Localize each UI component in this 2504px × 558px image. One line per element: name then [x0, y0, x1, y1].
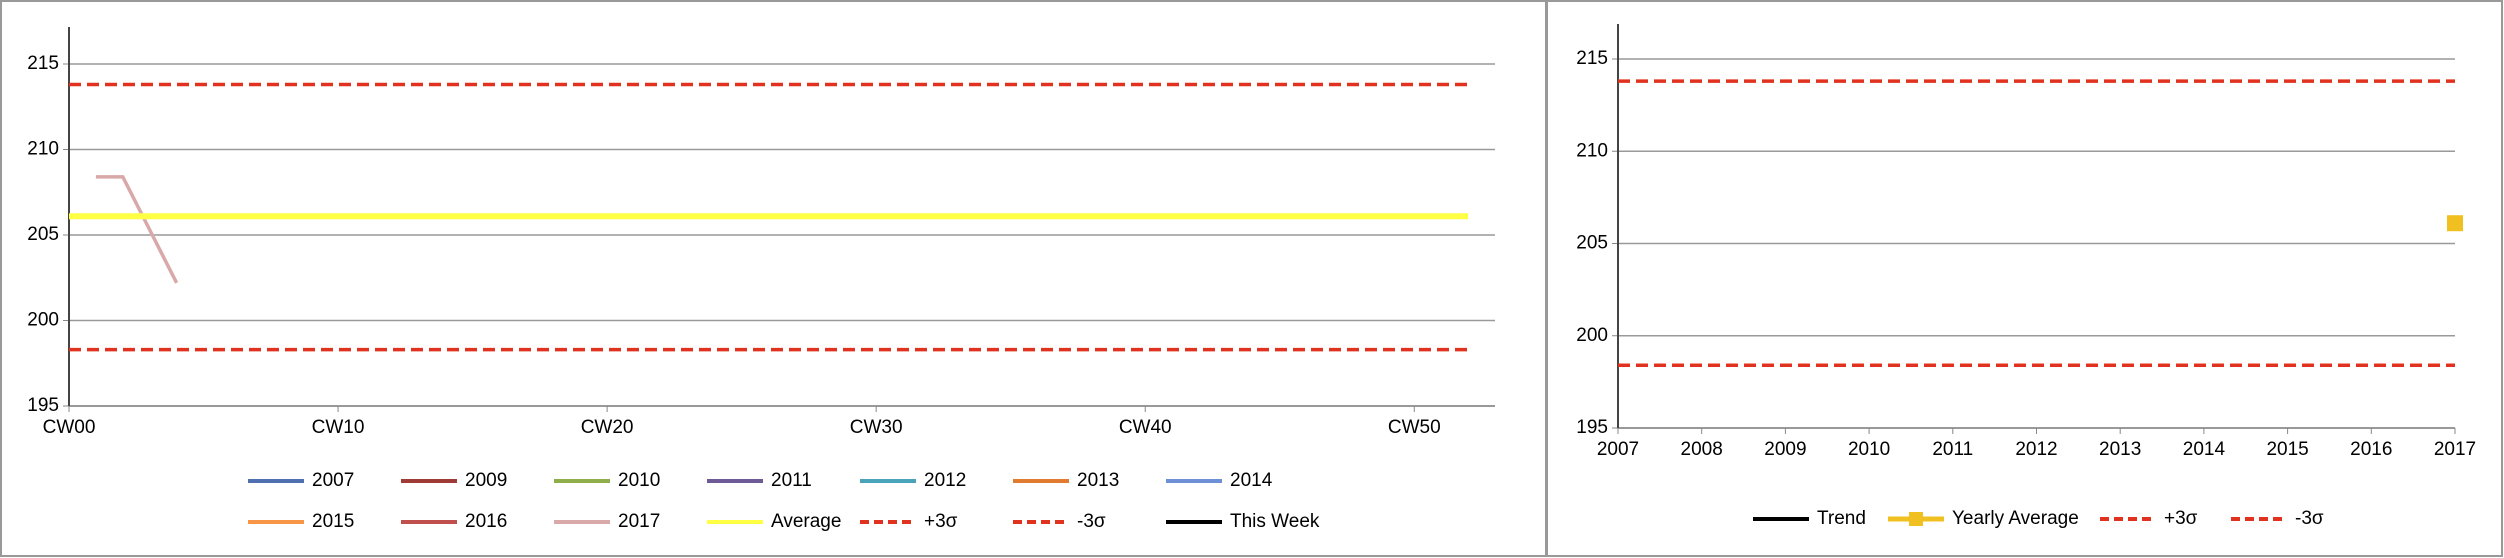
legend-label: +3σ: [2164, 508, 2198, 529]
legend-label: -3σ: [1077, 511, 1106, 532]
y-tick-label: 195: [1576, 417, 1608, 438]
y-tick-label: 205: [27, 224, 59, 245]
x-tick-label: CW20: [581, 417, 634, 438]
x-tick-label: 2009: [1764, 439, 1806, 460]
y-tick-label: 215: [1576, 48, 1608, 69]
x-tick-label: 2016: [2350, 439, 2392, 460]
x-tick-label: CW00: [43, 417, 96, 438]
x-tick-label: CW40: [1119, 417, 1172, 438]
x-tick-label: 2008: [1681, 439, 1723, 460]
x-tick-label: 2017: [2434, 439, 2476, 460]
x-tick-label: 2015: [2266, 439, 2308, 460]
y-tick-label: 195: [27, 395, 59, 416]
x-tick-label: 2010: [1848, 439, 1890, 460]
x-tick-label: CW30: [850, 417, 903, 438]
legend-label: 2012: [924, 470, 966, 491]
legend-label: Trend: [1817, 508, 1866, 529]
y-tick-label: 210: [1576, 140, 1608, 161]
x-tick-label: 2014: [2183, 439, 2226, 460]
legend-label: 2017: [618, 511, 660, 532]
legend-label: Yearly Average: [1952, 508, 2079, 529]
x-tick-label: 2007: [1597, 439, 1639, 460]
x-tick-label: 2011: [1932, 439, 1973, 460]
legend-label: -3σ: [2295, 508, 2324, 529]
right-panel: [1546, 0, 2503, 557]
x-tick-label: 2012: [2015, 439, 2057, 460]
legend-label: 2007: [312, 470, 354, 491]
y-tick-label: 200: [27, 310, 59, 331]
y-tick-label: 210: [27, 139, 59, 160]
x-tick-label: 2013: [2099, 439, 2141, 460]
legend-label: 2010: [618, 470, 660, 491]
legend-label: Average: [771, 511, 841, 532]
legend-label: 2009: [465, 470, 507, 491]
legend-label: 2013: [1077, 470, 1119, 491]
y-tick-label: 200: [1576, 325, 1608, 346]
y-tick-label: 215: [27, 53, 59, 74]
marker: [2447, 215, 2463, 232]
legend-label: +3σ: [924, 511, 958, 532]
legend-label: 2016: [465, 511, 507, 532]
x-tick-label: CW50: [1388, 417, 1441, 438]
legend-label: 2015: [312, 511, 354, 532]
x-tick-label: CW10: [312, 417, 365, 438]
series-line: [95, 175, 179, 284]
y-tick-label: 205: [1576, 233, 1608, 254]
legend-label: 2011: [771, 470, 812, 491]
legend-label: 2014: [1230, 470, 1273, 491]
legend-marker: [1909, 512, 1923, 526]
legend-label: This Week: [1230, 511, 1320, 532]
